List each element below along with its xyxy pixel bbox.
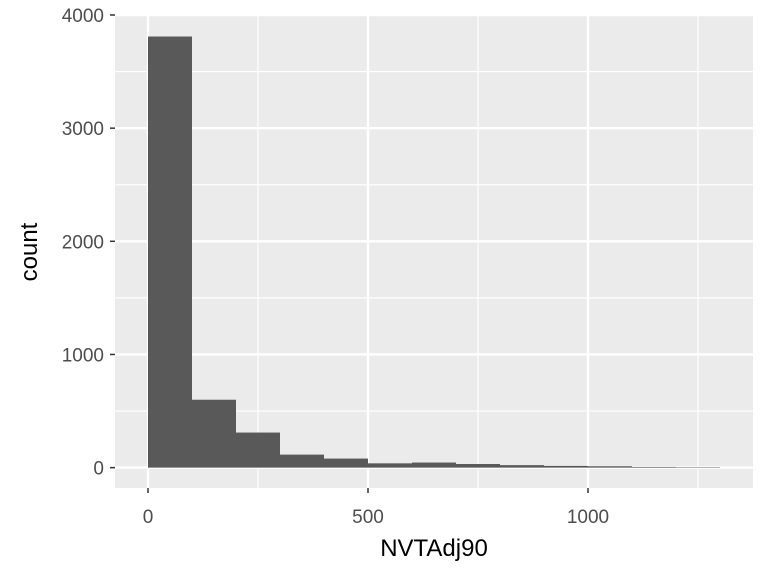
y-axis-title: count — [16, 222, 43, 281]
x-tick-label: 0 — [143, 507, 154, 528]
histogram-bar — [500, 465, 544, 468]
y-tick-label: 0 — [93, 459, 104, 480]
y-axis-ticks: 0 1000 2000 3000 4000 — [62, 6, 115, 480]
y-tick-label: 1000 — [62, 345, 104, 366]
y-tick-label: 2000 — [62, 232, 104, 253]
x-tick-label: 500 — [352, 507, 384, 528]
histogram-bars — [148, 36, 720, 468]
histogram-bar — [588, 466, 632, 468]
histogram-bar — [544, 465, 588, 468]
histogram-bar — [324, 458, 368, 468]
histogram-bar — [192, 399, 236, 468]
histogram-bar — [236, 432, 280, 468]
x-axis-title: NVTAdj90 — [380, 535, 488, 562]
x-axis-ticks: 0 500 1000 — [143, 488, 609, 528]
histogram-bar — [456, 464, 500, 468]
x-tick-label: 1000 — [567, 507, 609, 528]
y-tick-label: 3000 — [62, 119, 104, 140]
histogram-bar — [368, 463, 412, 468]
y-tick-label: 4000 — [62, 6, 104, 27]
histogram-bar — [280, 454, 324, 468]
histogram-bar — [148, 36, 192, 468]
histogram-bar — [632, 466, 676, 468]
histogram-bar — [412, 462, 456, 468]
